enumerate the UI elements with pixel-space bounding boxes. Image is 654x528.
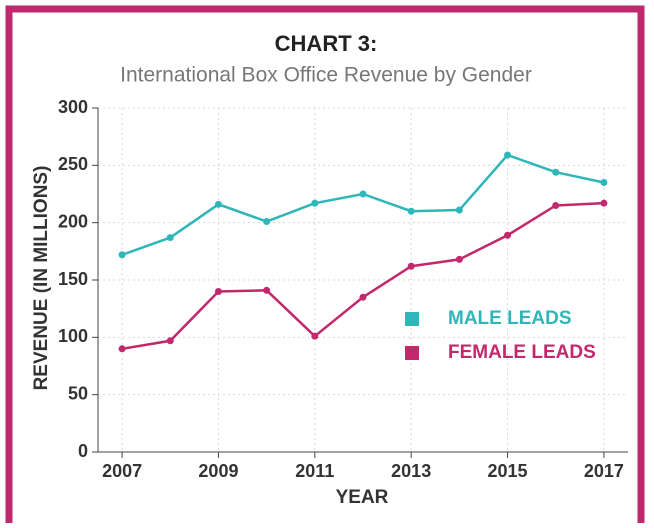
y-tick-label: 300 [58,97,88,117]
y-tick-label: 0 [78,441,88,461]
x-tick-label: 2007 [102,461,142,481]
data-point [311,332,319,340]
data-point [214,287,222,295]
data-point [504,151,512,159]
legend-label: MALE LEADS [448,308,572,329]
x-tick-label: 2017 [584,461,624,481]
x-axis-label: YEAR [336,487,389,508]
chart-subtitle: International Box Office Revenue by Gend… [120,64,532,87]
data-point [263,286,271,294]
data-point [166,337,174,345]
data-point [407,207,415,215]
data-point [359,293,367,301]
data-point [504,231,512,239]
y-axis-label: REVENUE (IN MILLIONS) [31,166,52,391]
y-tick-label: 150 [58,269,88,289]
data-point [552,201,560,209]
chart-title: CHART 3: [275,31,378,56]
data-point [407,262,415,270]
x-tick-label: 2013 [391,461,431,481]
legend-label: FEMALE LEADS [448,342,596,363]
y-tick-label: 200 [58,211,88,231]
data-point [214,200,222,208]
data-point [118,251,126,259]
data-point [359,190,367,198]
y-tick-label: 100 [58,326,88,346]
data-point [311,199,319,207]
frame [5,5,645,528]
data-point [455,206,463,214]
x-tick-label: 2015 [488,461,528,481]
series-line [121,153,605,256]
y-tick-label: 250 [58,154,88,174]
data-point [600,199,608,207]
data-point [118,345,126,353]
x-tick-label: 2011 [295,461,334,481]
data-point [552,168,560,176]
legend-swatch [405,312,419,326]
x-tick-label: 2009 [198,461,238,481]
data-point [166,234,174,242]
data-point [600,179,608,187]
legend-swatch [405,346,419,360]
y-tick-label: 50 [68,383,88,403]
data-point [263,218,271,226]
data-point [455,255,463,263]
